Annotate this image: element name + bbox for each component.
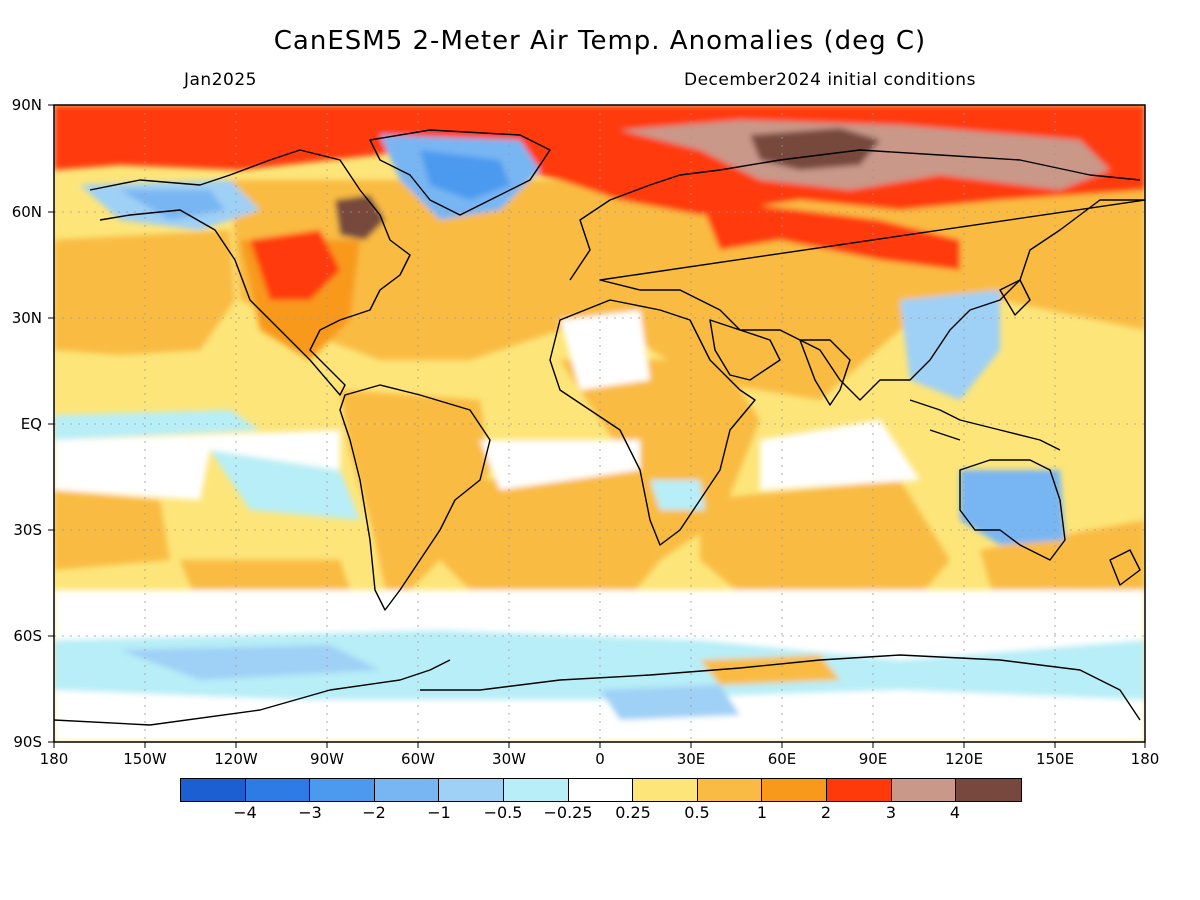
lon-label-150e: 150E bbox=[1035, 750, 1075, 768]
lon-label-180w: 180 bbox=[39, 750, 69, 768]
field-indian-ocean-warm bbox=[700, 480, 950, 620]
colorbar-box-10 bbox=[826, 779, 892, 801]
valid-month-label: Jan2025 bbox=[184, 70, 257, 90]
colorbar-box-12 bbox=[956, 779, 1021, 801]
field-north-america-red bbox=[250, 230, 340, 300]
colorbar bbox=[180, 778, 1022, 802]
lon-label-120w: 120W bbox=[214, 750, 258, 768]
coast-japan bbox=[999, 279, 1031, 316]
coast-southeast-asia-islands bbox=[909, 399, 1061, 451]
coast-eurasia bbox=[569, 149, 1145, 401]
coast-india bbox=[799, 339, 851, 406]
field-southern-ocean-cold-core bbox=[120, 645, 380, 680]
field-australia-cold bbox=[960, 470, 1065, 545]
colorbar-label-8: 1 bbox=[756, 803, 768, 822]
lat-label-30s: 30S bbox=[13, 521, 42, 539]
initial-conditions-label: December2024 initial conditions bbox=[684, 70, 976, 90]
lat-label-60n: 60N bbox=[11, 203, 42, 221]
lon-label-0: 0 bbox=[595, 750, 605, 768]
field-central-asia-red bbox=[700, 200, 960, 270]
lon-label-60w: 60W bbox=[401, 750, 435, 768]
field-africa-south-cold bbox=[650, 480, 705, 510]
field-south-america-warm bbox=[340, 390, 490, 610]
colorbar-box-11 bbox=[891, 779, 957, 801]
lon-label-30w: 30W bbox=[492, 750, 526, 768]
field-sahara-neutral bbox=[560, 310, 650, 390]
field-alaska-cold-core bbox=[120, 190, 225, 220]
lon-label-90w: 90W bbox=[310, 750, 344, 768]
colorbar-box-3 bbox=[374, 779, 440, 801]
colorbar-box-9 bbox=[762, 779, 827, 801]
colorbar-box-5 bbox=[503, 779, 569, 801]
field-tropical-pacific-neutral bbox=[54, 430, 340, 500]
colorbar-box-0 bbox=[181, 779, 246, 801]
colorbar-box-7 bbox=[633, 779, 698, 801]
colorbar-label-6: 0.25 bbox=[615, 803, 651, 822]
graticule bbox=[54, 105, 1145, 742]
colorbar-box-8 bbox=[697, 779, 763, 801]
coast-antarctica bbox=[54, 654, 1141, 726]
colorbar-label-4: −0.5 bbox=[483, 803, 523, 822]
colorbar-label-10: 3 bbox=[885, 803, 897, 822]
colorbar-box-6 bbox=[568, 779, 634, 801]
lat-label-90n: 90N bbox=[11, 96, 42, 114]
field-antarctic-cold-core bbox=[600, 685, 740, 720]
lat-label-eq: EQ bbox=[20, 415, 42, 433]
field-china-cold bbox=[900, 290, 1000, 400]
lon-label-30e: 30E bbox=[676, 750, 706, 768]
lat-label-30n: 30N bbox=[11, 309, 42, 327]
colorbar-box-4 bbox=[439, 779, 504, 801]
field-south-atlantic-warm bbox=[440, 470, 660, 610]
colorbar-box-1 bbox=[245, 779, 311, 801]
colorbar-label-7: 0.5 bbox=[684, 803, 710, 822]
field-equatorial-cold bbox=[54, 410, 260, 440]
lat-label-90s: 90S bbox=[13, 733, 42, 751]
field-north-pacific-warm bbox=[54, 230, 235, 355]
coast-new-zealand bbox=[1109, 549, 1141, 586]
colorbar-box-2 bbox=[310, 779, 375, 801]
coast-africa bbox=[549, 299, 756, 546]
lon-label-180e: 180 bbox=[1130, 750, 1160, 768]
colorbar-label-0: −4 bbox=[233, 803, 257, 822]
anomaly-field bbox=[54, 105, 1145, 742]
field-greenland-cold-core bbox=[420, 150, 510, 200]
field-pacific-cold-band bbox=[210, 450, 360, 520]
axis-ticks bbox=[48, 104, 1146, 748]
field-eurasia-warm bbox=[560, 170, 1145, 400]
lon-label-120e: 120E bbox=[944, 750, 984, 768]
colorbar-label-11: 4 bbox=[949, 803, 961, 822]
field-tropical-atlantic-neutral bbox=[480, 440, 640, 490]
lon-label-90e: 90E bbox=[858, 750, 888, 768]
field-southern-warm-patch bbox=[700, 655, 840, 685]
colorbar-label-1: −3 bbox=[298, 803, 322, 822]
lon-label-60e: 60E bbox=[767, 750, 797, 768]
colorbar-label-5: −0.25 bbox=[543, 803, 593, 822]
map-title: CanESM5 2-Meter Air Temp. Anomalies (deg… bbox=[273, 26, 927, 56]
coast-south-america bbox=[339, 384, 491, 611]
colorbar-label-2: −2 bbox=[362, 803, 386, 822]
colorbar-label-3: −1 bbox=[427, 803, 451, 822]
coastlines bbox=[54, 129, 1145, 726]
coast-north-america bbox=[89, 149, 411, 396]
coast-greenland bbox=[369, 129, 551, 216]
coast-australia bbox=[959, 459, 1066, 561]
field-indian-neutral bbox=[760, 420, 920, 490]
colorbar-label-9: 2 bbox=[820, 803, 832, 822]
coast-arabia bbox=[709, 319, 781, 381]
lat-label-60s: 60S bbox=[13, 627, 42, 645]
lon-label-150w: 150W bbox=[123, 750, 167, 768]
